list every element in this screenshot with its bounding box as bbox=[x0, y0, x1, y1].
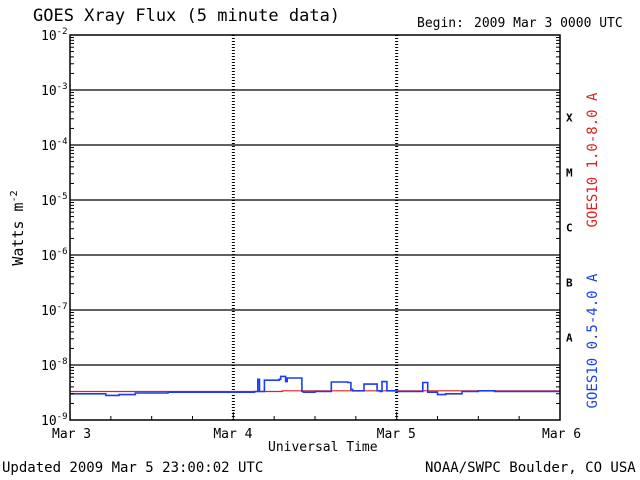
y-tick-label: 10-9 bbox=[41, 412, 68, 429]
updated-timestamp: Updated 2009 Mar 5 23:00:02 UTC bbox=[2, 460, 264, 476]
y-axis-label-text: Watts m bbox=[9, 202, 27, 265]
y-tick-label: 10-4 bbox=[41, 137, 68, 154]
legend-long-channel: GOES10 1.0-8.0 A bbox=[585, 92, 601, 227]
y-tick-label: 10-3 bbox=[41, 82, 68, 99]
x-tick-label: Mar 4 bbox=[213, 427, 252, 442]
chart-title: GOES Xray Flux (5 minute data) bbox=[33, 6, 341, 26]
credit-line: NOAA/SWPC Boulder, CO USA bbox=[425, 460, 636, 476]
y-axis-label-exponent: -2 bbox=[9, 190, 20, 202]
flare-class-label: A bbox=[566, 332, 573, 345]
series-layer bbox=[70, 375, 560, 397]
x-tick-label: Mar 3 bbox=[52, 427, 91, 442]
x-axis-label: Universal Time bbox=[268, 440, 378, 455]
y-tick-label: 10-2 bbox=[41, 27, 68, 44]
plot-frame bbox=[69, 34, 561, 421]
flare-class-label: B bbox=[566, 277, 573, 290]
x-tick-label: Mar 5 bbox=[377, 427, 416, 442]
y-tick-label: 10-5 bbox=[41, 192, 68, 209]
x-axis: Mar 3 Mar 4 Mar 5 Mar 6 bbox=[52, 412, 581, 442]
y-tick-label: 10-7 bbox=[41, 302, 68, 319]
y-tick-label: 10-6 bbox=[41, 247, 68, 264]
flare-class-label: C bbox=[566, 222, 573, 235]
y-axis: 10-9 10-8 10-7 10-6 10-5 10-4 10-3 10-2 bbox=[41, 27, 560, 429]
flare-class-label: X bbox=[566, 112, 573, 125]
grid-layer bbox=[70, 35, 560, 420]
series-line-1 bbox=[70, 375, 560, 397]
y-tick-label: 10-8 bbox=[41, 357, 68, 374]
begin-value: 2009 Mar 3 0000 UTC bbox=[474, 16, 623, 31]
flare-class-label: M bbox=[566, 167, 573, 180]
y-axis-label: Watts m-2 bbox=[9, 190, 27, 265]
flare-class-labels: A B C M X bbox=[566, 112, 573, 345]
legend-short-channel: GOES10 0.5-4.0 A bbox=[585, 273, 601, 408]
begin-label: Begin: bbox=[417, 16, 464, 31]
x-tick-label: Mar 6 bbox=[542, 427, 581, 442]
